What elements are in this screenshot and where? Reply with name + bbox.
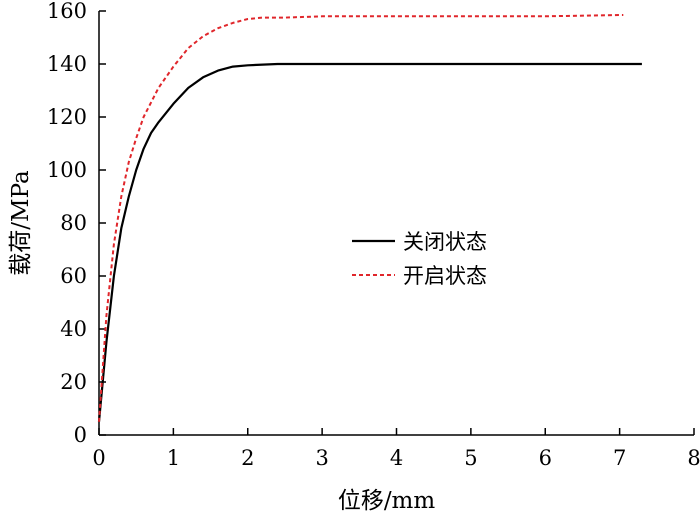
- x-tick-label: 6: [539, 446, 552, 470]
- y-axis-title: 载荷/MPa: [8, 170, 34, 276]
- x-tick-label: 2: [241, 446, 254, 470]
- series-line-2: [98, 14, 624, 422]
- y-tick-label: 140: [47, 52, 87, 76]
- y-tick-label: 20: [60, 370, 87, 394]
- legend-label-2: 开启状态: [403, 264, 487, 288]
- y-tick-label: 40: [60, 317, 87, 341]
- plot-frame: [98, 11, 694, 436]
- y-tick-label: 160: [47, 0, 87, 23]
- series-line-1: [97, 62, 642, 422]
- legend-label-1: 关闭状态: [403, 230, 487, 254]
- x-axis-title: 位移/mm: [338, 488, 436, 514]
- y-axis: 0 20 40 60 80 100 120 140 160: [47, 0, 106, 447]
- x-tick-label: 0: [92, 446, 105, 470]
- x-tick-label: 7: [613, 446, 626, 470]
- y-tick-label: 60: [60, 264, 87, 288]
- x-tick-label: 4: [390, 446, 403, 470]
- y-tick-label: 120: [47, 105, 87, 129]
- y-tick-label: 80: [60, 211, 87, 235]
- series-layer: [97, 14, 642, 422]
- y-tick-label: 0: [74, 423, 87, 447]
- x-tick-label: 5: [464, 446, 477, 470]
- x-tick-label: 3: [315, 446, 328, 470]
- x-axis: 0 1 2 3 4 5 6 7 8: [92, 428, 700, 470]
- x-tick-label: 1: [167, 446, 180, 470]
- x-tick-label: 8: [687, 446, 700, 470]
- y-tick-label: 100: [47, 158, 87, 182]
